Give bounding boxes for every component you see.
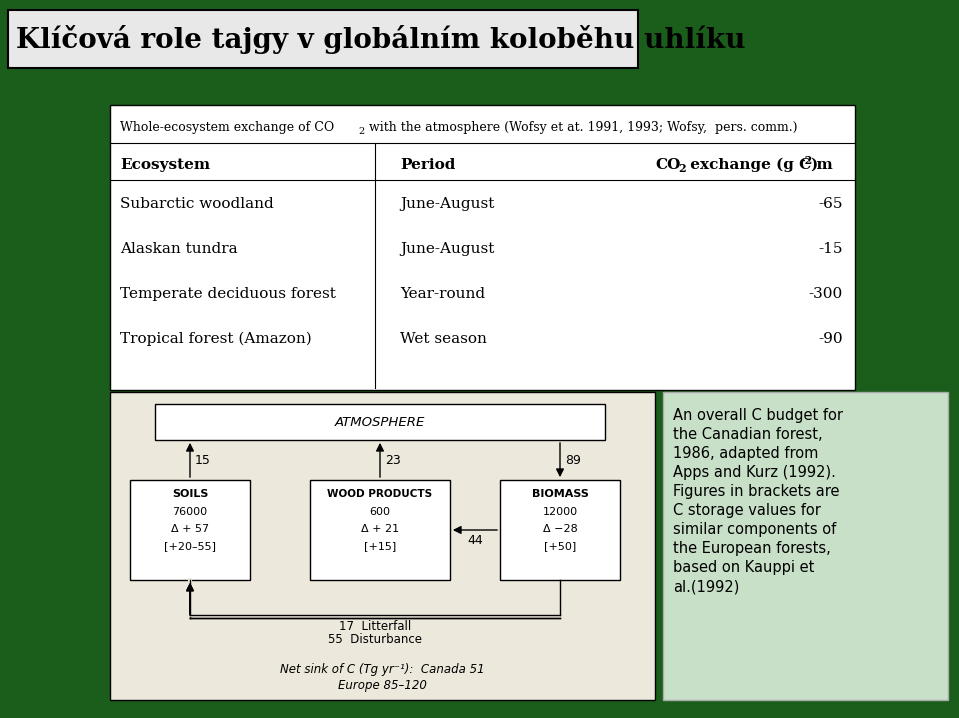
Text: SOILS: SOILS — [172, 489, 208, 499]
Text: the Canadian forest,: the Canadian forest, — [673, 427, 823, 442]
Text: -300: -300 — [808, 287, 843, 301]
Bar — [310, 480, 450, 580]
Text: June-August: June-August — [400, 197, 495, 211]
Text: based on Kauppi et: based on Kauppi et — [673, 560, 814, 575]
Text: 17  Litterfall: 17 Litterfall — [339, 620, 411, 633]
Text: Year-round: Year-round — [400, 287, 485, 301]
Bar — [8, 10, 638, 68]
Text: Δ + 21: Δ + 21 — [361, 524, 399, 534]
Text: Tropical forest (Amazon): Tropical forest (Amazon) — [120, 332, 312, 346]
Text: 76000: 76000 — [173, 507, 207, 517]
Text: al.(1992): al.(1992) — [673, 579, 739, 594]
Bar — [130, 480, 250, 580]
Text: 2: 2 — [678, 164, 686, 174]
Bar — [663, 392, 948, 700]
Text: ATMOSPHERE: ATMOSPHERE — [335, 416, 425, 429]
Text: similar components of: similar components of — [673, 522, 836, 537]
Text: Period: Period — [400, 158, 456, 172]
Text: 2: 2 — [358, 126, 364, 136]
Text: Apps and Kurz (1992).: Apps and Kurz (1992). — [673, 465, 836, 480]
Text: 12000: 12000 — [543, 507, 577, 517]
Text: Temperate deciduous forest: Temperate deciduous forest — [120, 287, 336, 301]
Text: exchange (g C m: exchange (g C m — [685, 158, 832, 172]
Text: -2: -2 — [800, 154, 812, 166]
Text: An overall C budget for: An overall C budget for — [673, 408, 843, 423]
Text: -65: -65 — [818, 197, 843, 211]
Text: [+50]: [+50] — [544, 541, 576, 551]
Text: 1986, adapted from: 1986, adapted from — [673, 446, 818, 461]
Text: -90: -90 — [818, 332, 843, 346]
Text: Δ −28: Δ −28 — [543, 524, 577, 534]
Text: Europe 85–120: Europe 85–120 — [339, 679, 427, 691]
Text: C storage values for: C storage values for — [673, 503, 821, 518]
Bar — [500, 480, 620, 580]
Text: [+20–55]: [+20–55] — [164, 541, 216, 551]
Text: [+15]: [+15] — [363, 541, 396, 551]
Text: 55  Disturbance: 55 Disturbance — [328, 633, 422, 646]
Text: ): ) — [810, 158, 817, 172]
Text: the European forests,: the European forests, — [673, 541, 830, 556]
Text: WOOD PRODUCTS: WOOD PRODUCTS — [327, 489, 433, 499]
Text: 89: 89 — [565, 454, 581, 467]
Text: 600: 600 — [369, 507, 390, 517]
Text: 44: 44 — [467, 533, 483, 546]
Text: Klíčová role tajgy v globálním koloběhu uhlíku: Klíčová role tajgy v globálním koloběhu … — [16, 24, 745, 54]
Text: June-August: June-August — [400, 242, 495, 256]
Bar — [110, 392, 655, 700]
Text: BIOMASS: BIOMASS — [531, 489, 589, 499]
Text: CO: CO — [655, 158, 680, 172]
Text: Net sink of C (Tg yr⁻¹):  Canada 51: Net sink of C (Tg yr⁻¹): Canada 51 — [280, 663, 485, 676]
Text: -15: -15 — [818, 242, 843, 256]
Bar — [155, 404, 605, 440]
Text: Wet season: Wet season — [400, 332, 487, 346]
Text: with the atmosphere (Wofsy et at. 1991, 1993; Wofsy,  pers. comm.): with the atmosphere (Wofsy et at. 1991, … — [365, 121, 798, 134]
Text: Figures in brackets are: Figures in brackets are — [673, 484, 839, 499]
Text: 15: 15 — [195, 454, 211, 467]
Text: Δ + 57: Δ + 57 — [171, 524, 209, 534]
Text: Ecosystem: Ecosystem — [120, 158, 210, 172]
Text: Subarctic woodland: Subarctic woodland — [120, 197, 273, 211]
Text: 23: 23 — [385, 454, 401, 467]
Bar — [110, 105, 855, 390]
Text: Alaskan tundra: Alaskan tundra — [120, 242, 238, 256]
Text: Whole-ecosystem exchange of CO: Whole-ecosystem exchange of CO — [120, 121, 335, 134]
